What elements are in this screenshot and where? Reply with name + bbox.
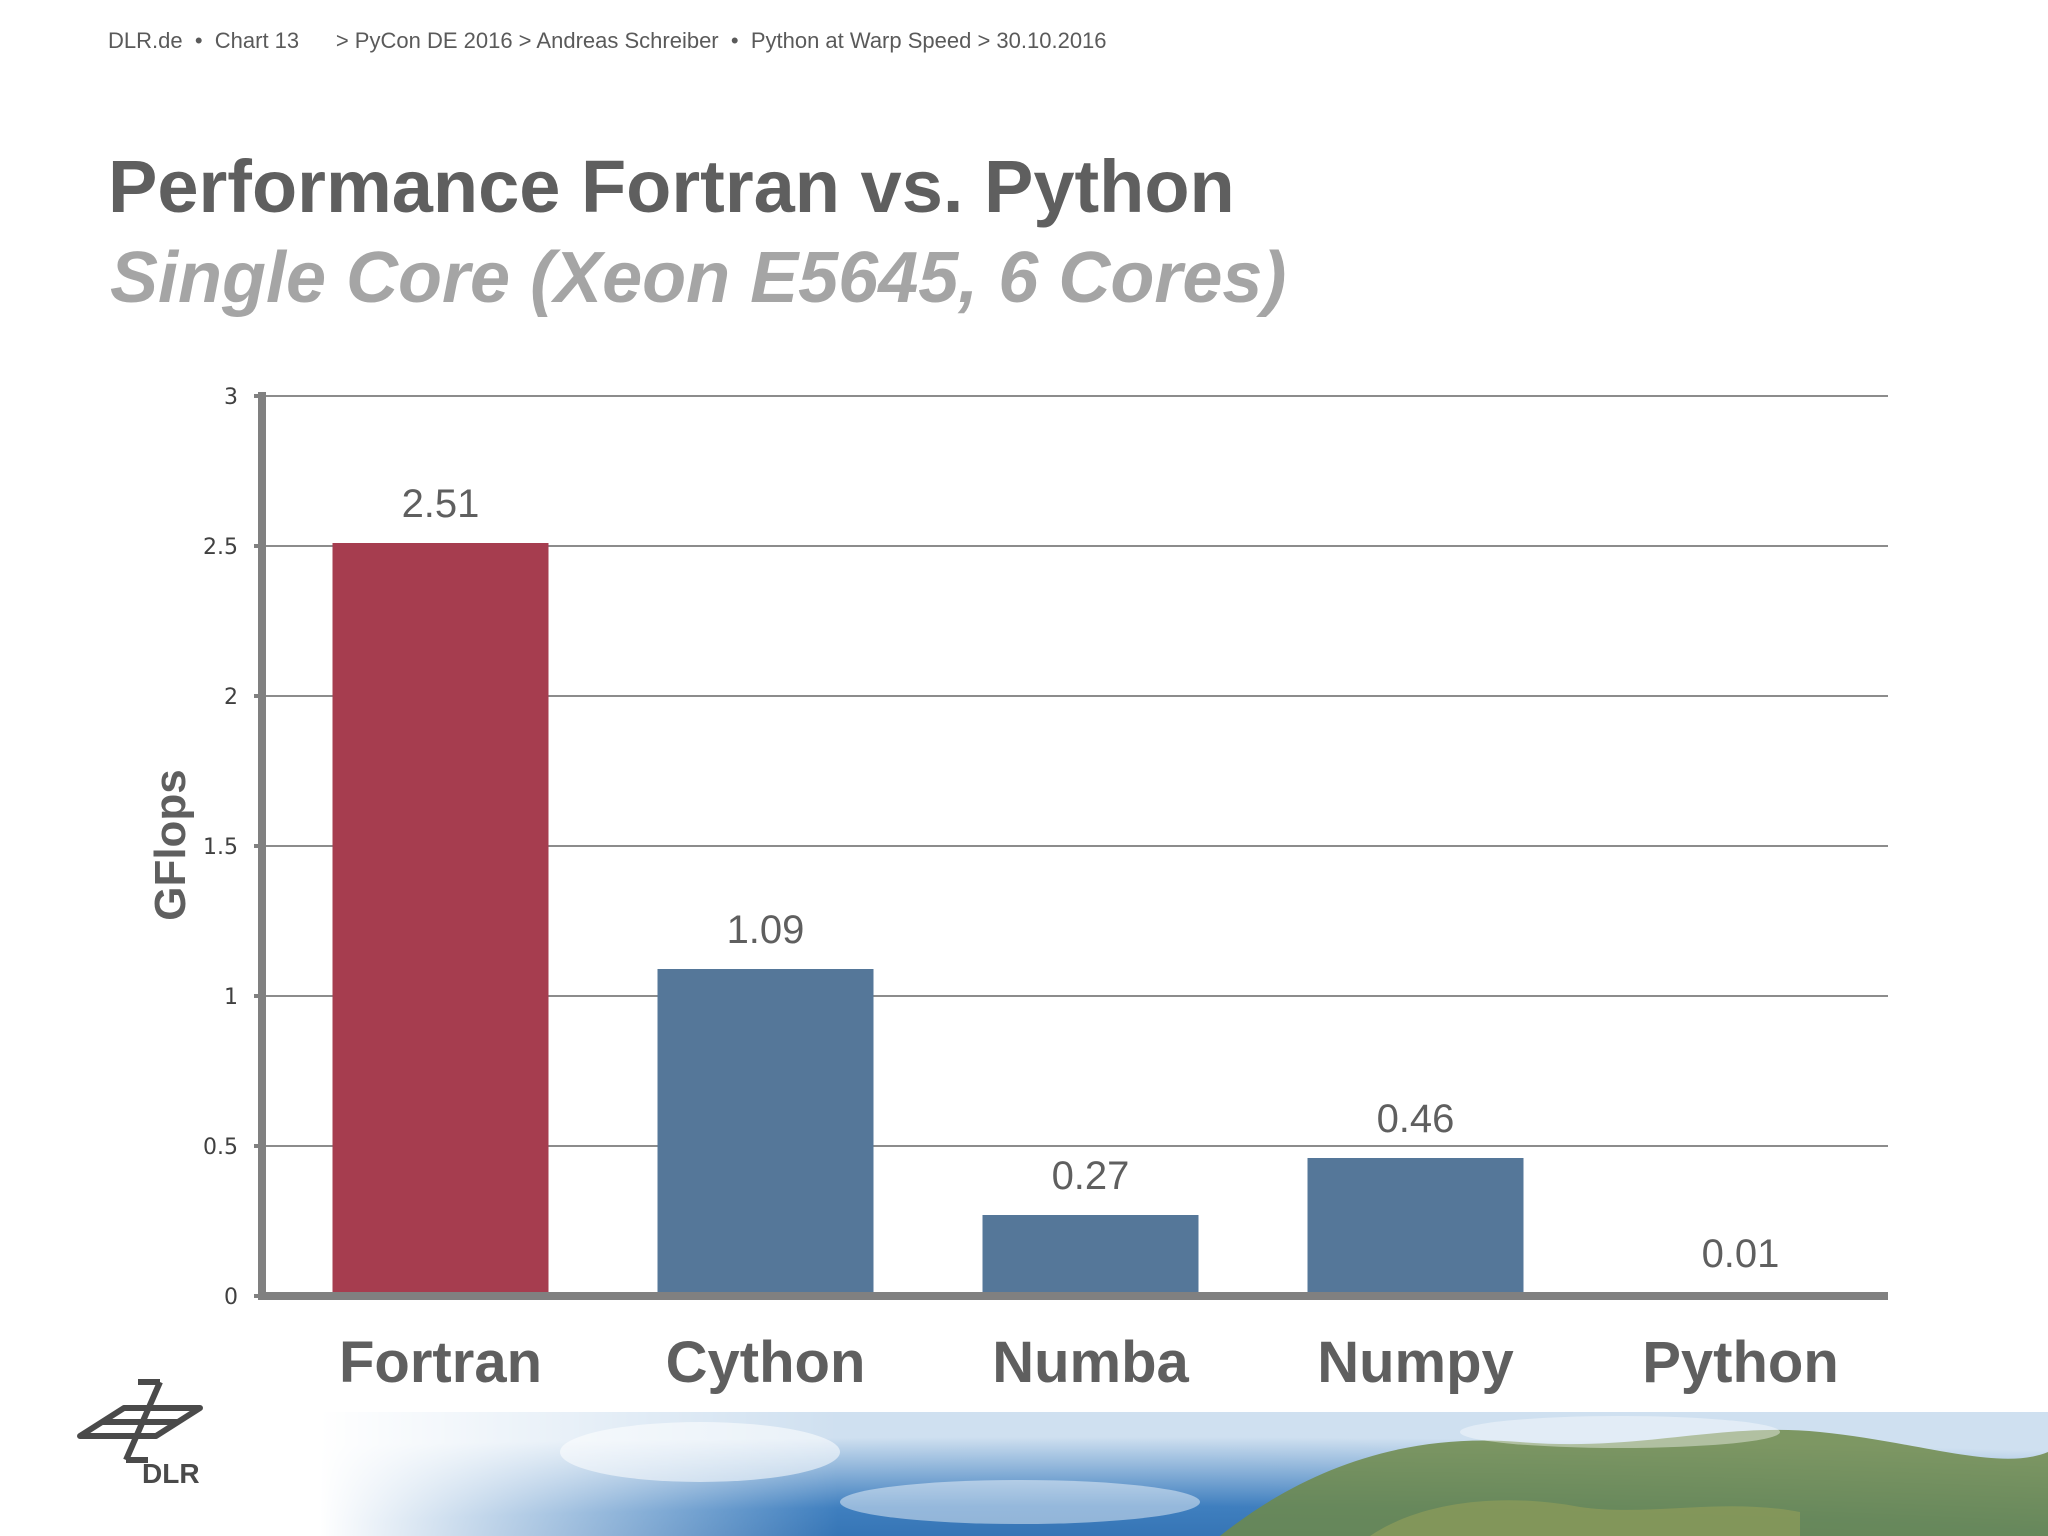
header-chart-label: Chart 13 <box>214 28 300 53</box>
bar <box>657 969 874 1296</box>
bars <box>332 543 1849 1296</box>
x-tick-label: Python <box>1642 1330 1839 1395</box>
bar <box>1307 1158 1524 1296</box>
y-tick-label: 2.5 <box>203 535 238 560</box>
earth-from-space-image <box>320 1412 2048 1536</box>
chart-title: Performance Fortran vs. Python <box>108 145 1235 228</box>
slide-header: DLR.de • Chart 13 > PyCon DE 2016 > Andr… <box>108 28 1107 54</box>
header-bullet: • <box>730 28 739 53</box>
data-label: 2.51 <box>402 482 480 526</box>
x-tick-label: Numpy <box>1317 1330 1514 1395</box>
data-label: 0.27 <box>1052 1154 1130 1198</box>
y-tick-label: 3 <box>224 385 238 410</box>
data-label: 0.46 <box>1377 1097 1455 1141</box>
x-tick-label: Fortran <box>339 1330 542 1395</box>
dlr-logo-text: DLR <box>142 1458 200 1488</box>
x-tick-label: Cython <box>666 1330 866 1395</box>
header-path: > PyCon DE 2016 > Andreas Schreiber <box>335 28 719 53</box>
data-label: 1.09 <box>727 908 805 952</box>
y-tick-label: 0 <box>224 1285 238 1310</box>
y-tick-label: 1.5 <box>203 835 238 860</box>
chart-labels: 0 0.5 1 1.5 2 2.5 3 2.51 Fortran 1.09 Cython 0.27 Nu… <box>203 385 1839 1395</box>
data-label: 0.01 <box>1702 1232 1780 1276</box>
axes <box>254 392 1888 1300</box>
header-talk: Python at Warp Speed > 30.10.2016 <box>750 28 1107 53</box>
dlr-logo: DLR <box>72 1378 212 1493</box>
y-tick-label: 2 <box>224 685 238 710</box>
chart-subtitle: Single Core (Xeon E5645, 6 Cores) <box>110 238 1287 318</box>
y-axis-label: GFlops <box>146 769 195 921</box>
header-bullet: • <box>194 28 203 53</box>
bar <box>332 543 549 1296</box>
y-tick-label: 0.5 <box>203 1135 238 1160</box>
y-tick-label: 1 <box>224 985 238 1010</box>
x-tick-label: Numba <box>992 1330 1189 1395</box>
dlr-logo-icon <box>77 1379 203 1463</box>
bar <box>982 1215 1199 1296</box>
header-site: DLR.de <box>108 28 183 53</box>
